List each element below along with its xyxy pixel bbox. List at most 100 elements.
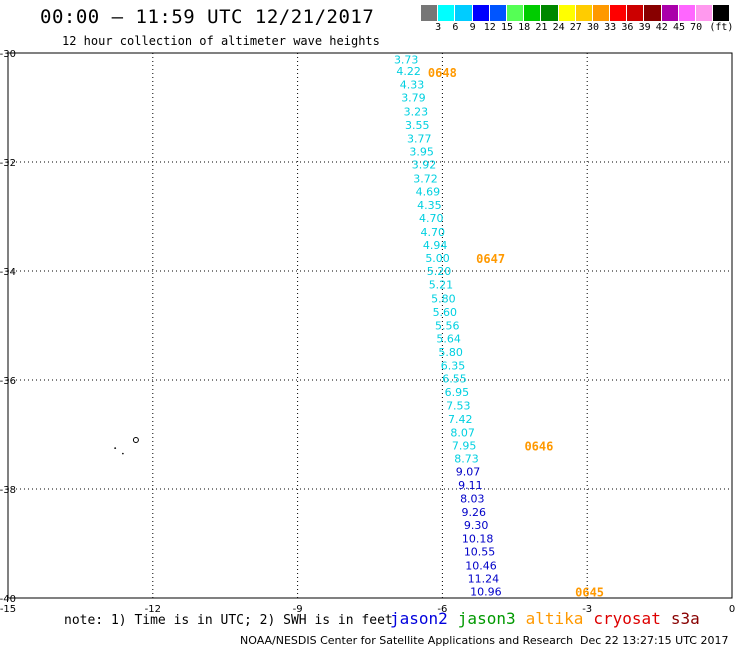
swh-value-label: 10.55 xyxy=(464,546,496,559)
lon-tick-label: -12 xyxy=(145,604,161,615)
color-swatch xyxy=(489,5,507,21)
color-legend-bar xyxy=(421,5,731,21)
color-legend-label: 18 xyxy=(518,22,531,33)
color-swatch xyxy=(592,5,611,21)
color-swatch xyxy=(661,5,679,21)
color-legend-label: 21 xyxy=(535,22,548,33)
satellite-legend-item: altika xyxy=(525,609,584,628)
time-label: 0647 xyxy=(476,252,505,266)
swh-value-label: 7.53 xyxy=(446,400,471,413)
swh-value-label: 6.95 xyxy=(445,386,470,399)
swh-value-label: 9.07 xyxy=(456,466,481,479)
color-legend-label: 12 xyxy=(483,22,496,33)
satellite-legend-item: s3a xyxy=(670,609,700,628)
color-legend-label: 36 xyxy=(621,22,634,33)
color-legend-label: 27 xyxy=(569,22,582,33)
units-note: note: 1) Time is in UTC; 2) SWH is in fe… xyxy=(64,613,393,628)
color-swatch xyxy=(696,5,714,21)
color-swatch xyxy=(455,5,473,21)
swh-value-label: 4.22 xyxy=(396,65,421,78)
swh-value-label: 5.00 xyxy=(425,252,450,265)
swh-value-label: 10.46 xyxy=(465,559,497,572)
color-swatch xyxy=(506,5,525,21)
lon-tick-label: -3 xyxy=(582,604,592,615)
color-swatch xyxy=(575,5,593,21)
page-title: 00:00 – 11:59 UTC 12/21/2017 xyxy=(40,6,375,28)
swh-value-label: 8.73 xyxy=(454,452,479,465)
swh-value-label: 8.03 xyxy=(460,492,485,505)
color-swatch xyxy=(541,5,559,21)
color-legend-label: 45 xyxy=(672,22,686,33)
color-legend-label: 3 xyxy=(435,22,442,33)
swh-value-label: 3.23 xyxy=(404,105,429,118)
swh-value-label: 10.96 xyxy=(470,585,502,598)
swh-value-label: 6.35 xyxy=(441,359,466,372)
swh-value-label: 5.56 xyxy=(435,320,460,333)
page-subtitle: 12 hour collection of altimeter wave hei… xyxy=(62,34,380,48)
swh-value-label: 4.94 xyxy=(423,239,448,252)
color-legend-labels: 3 6 9 12 15 18 21 24 27 30 33 36 39 42 45 70 (ft) xyxy=(421,22,740,36)
swh-value-label: 3.95 xyxy=(409,146,434,159)
time-label: 0646 xyxy=(524,439,553,453)
swh-value-label: 5.64 xyxy=(436,333,461,346)
color-legend-label: 6 xyxy=(452,22,459,33)
lat-tick-label: -32 xyxy=(0,158,16,169)
color-swatch xyxy=(713,5,731,21)
swh-value-label: 7.42 xyxy=(448,413,473,426)
swh-value-label: 4.70 xyxy=(420,226,445,239)
color-swatch xyxy=(610,5,628,21)
color-legend-label: 30 xyxy=(586,22,600,33)
swh-value-label: 5.20 xyxy=(427,265,452,278)
swh-value-label: 5.80 xyxy=(438,346,463,359)
swh-value-label: 11.24 xyxy=(468,572,500,585)
island-mark xyxy=(132,436,139,443)
swh-value-label: 3.72 xyxy=(413,172,438,185)
time-label: 0645 xyxy=(575,585,604,599)
color-swatch xyxy=(558,5,576,21)
swh-value-label: 3.73 xyxy=(394,54,419,67)
swh-value-label: 5.80 xyxy=(431,292,456,305)
swh-value-label: 4.69 xyxy=(416,185,441,198)
lon-tick-label: -15 xyxy=(0,604,16,615)
color-legend-label: 70 xyxy=(690,22,703,33)
lat-tick-label: -30 xyxy=(0,49,16,60)
swh-value-label: 4.33 xyxy=(400,79,425,92)
swh-value-label: 10.18 xyxy=(462,533,494,546)
swh-value-label: 8.07 xyxy=(450,426,475,439)
satellite-legend-item: jason3 xyxy=(457,609,516,628)
satellite-legend-item: jason2 xyxy=(390,609,448,628)
color-swatch xyxy=(438,5,456,21)
island-mark xyxy=(114,447,117,450)
color-legend-label: 9 xyxy=(469,22,476,33)
lon-tick-label: -9 xyxy=(293,604,303,615)
swh-value-label: 4.70 xyxy=(419,212,444,225)
lon-tick-label: 0 xyxy=(729,604,735,615)
color-legend-label: 39 xyxy=(638,22,651,33)
swh-value-label: 3.55 xyxy=(405,119,430,132)
lat-tick-label: -38 xyxy=(0,485,16,496)
swh-value-label: 9.11 xyxy=(458,479,483,492)
swh-value-label: 9.30 xyxy=(464,519,489,532)
color-legend-label: 24 xyxy=(552,22,565,33)
swh-value-label: 4.35 xyxy=(417,199,442,212)
lon-tick-label: -6 xyxy=(437,604,447,615)
swh-value-label: 6.55 xyxy=(442,372,467,385)
color-swatch xyxy=(472,5,490,21)
swh-value-label: 7.95 xyxy=(452,439,477,452)
color-legend-label: 15 xyxy=(500,22,514,33)
satellite-legend-item: cryosat xyxy=(593,609,661,628)
color-legend-label: 33 xyxy=(604,22,617,33)
color-swatch xyxy=(678,5,696,21)
color-legend-label: 42 xyxy=(655,22,668,33)
footer-credit: NOAA/NESDIS Center for Satellite Applica… xyxy=(240,634,574,647)
island-mark xyxy=(122,452,124,455)
swh-value-label: 3.92 xyxy=(412,159,437,172)
swh-value-label: 5.21 xyxy=(429,279,454,292)
color-swatch xyxy=(644,5,662,21)
color-swatch xyxy=(524,5,542,21)
swh-value-label: 3.77 xyxy=(407,133,432,146)
map-frame xyxy=(7,52,733,599)
lat-tick-label: -40 xyxy=(0,594,16,605)
lat-tick-label: -36 xyxy=(0,376,16,387)
color-swatch xyxy=(421,5,439,21)
